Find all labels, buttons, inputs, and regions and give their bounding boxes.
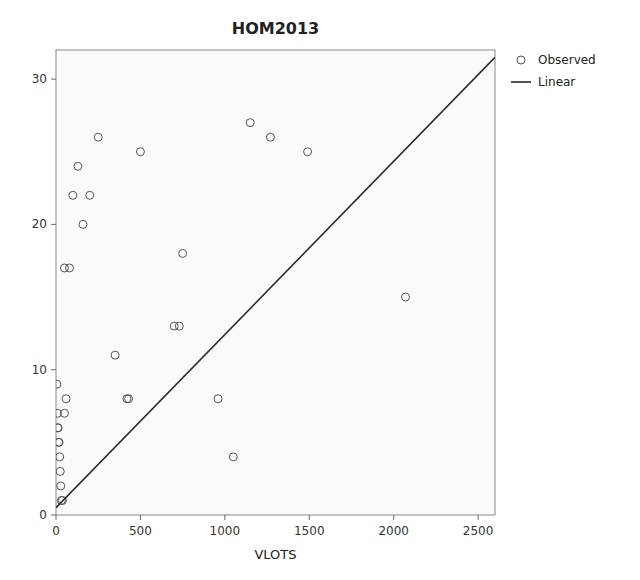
scatter-point [304,148,312,156]
plot-frame [56,50,495,515]
x-tick-label: 1000 [210,524,241,538]
x-tick-label: 2000 [378,524,409,538]
y-tick-label: 10 [32,363,47,377]
title: HOM2013 [232,19,319,38]
scatter-point [56,424,62,432]
scatter-point [57,482,65,490]
scatter-point [179,249,187,257]
x-tick-label: 2500 [463,524,494,538]
plot-marks [56,57,495,507]
x-tick [478,515,479,520]
y-tick [51,79,56,80]
scatter-point [86,191,94,199]
scatter-point [74,162,82,170]
y-tick [51,369,56,370]
chart: 0 500 1000 1500 2000 2500 0 10 20 30 HOM2013 VLOTS O… [0,0,640,580]
legend-swatch [511,81,531,83]
scatter-point [60,409,68,417]
y-tick [51,515,56,516]
scatter-point [56,438,63,446]
scatter-point [56,424,62,432]
scatter-point [94,133,102,141]
scatter-point [56,467,64,475]
x-tick [309,515,310,520]
scatter-point [136,148,144,156]
y-tick [51,224,56,225]
scatter-point [79,220,87,228]
y-tick-label: 30 [32,72,47,86]
fit-line [56,57,495,507]
scatter-point [56,380,61,388]
x-tick-label: 1500 [294,524,325,538]
legend-swatch [517,56,525,64]
scatter-point [266,133,274,141]
x-tick-label: 0 [52,524,60,538]
x-tick-label: 500 [129,524,152,538]
scatter-point [56,453,64,461]
legend-label: Linear [538,75,575,89]
y-tick-label: 0 [39,508,47,522]
y-tick-label: 20 [32,217,47,231]
scatter-point [56,438,63,446]
x-axis-label: VLOTS [254,547,296,562]
scatter-point [111,351,119,359]
x-tick [140,515,141,520]
legend-label: Observed [538,53,596,67]
scatter-point [175,322,183,330]
scatter-point [402,293,410,301]
scatter-point [229,453,237,461]
scatter-point [214,395,222,403]
x-tick [56,515,57,520]
scatter-point [246,119,254,127]
scatter-point [62,395,70,403]
scatter-point [66,264,74,272]
scatter-point [125,395,133,403]
x-tick [393,515,394,520]
scatter-point [69,191,77,199]
x-tick [224,515,225,520]
